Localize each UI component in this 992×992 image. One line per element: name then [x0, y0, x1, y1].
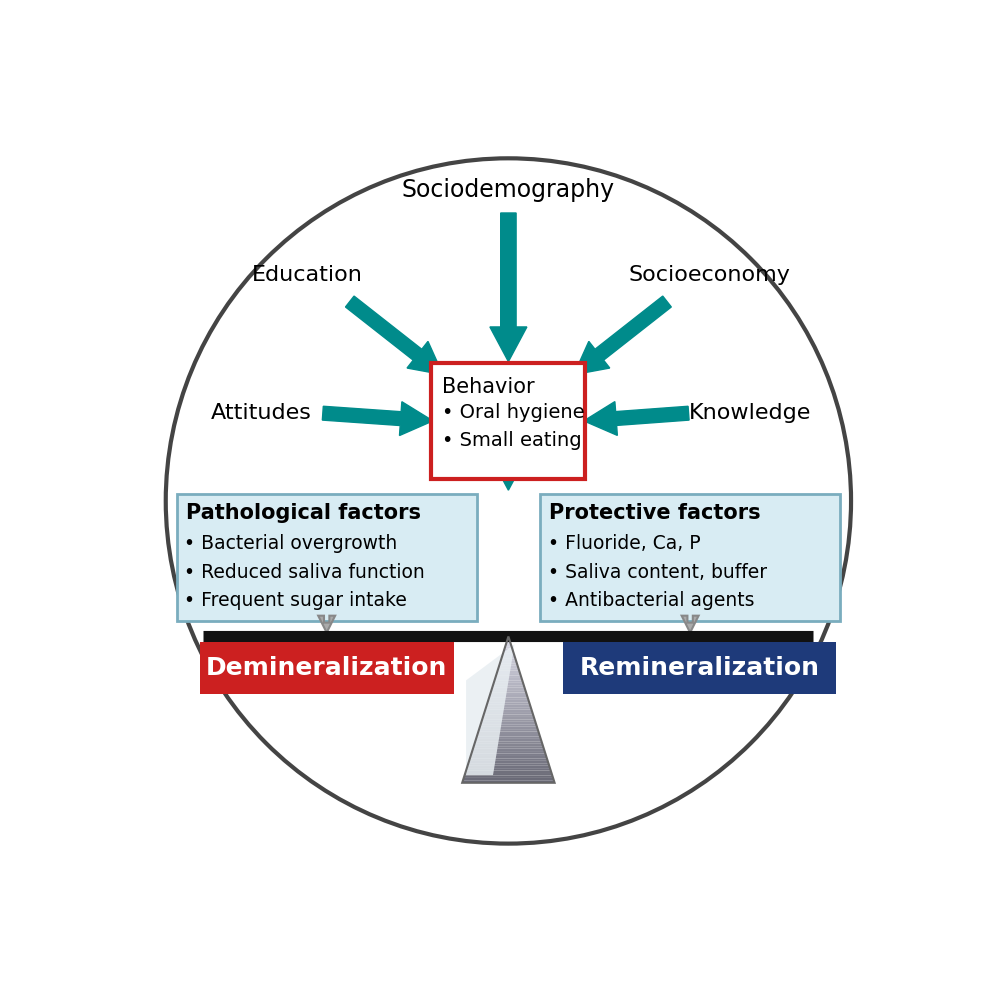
Polygon shape	[463, 776, 554, 778]
Polygon shape	[487, 702, 530, 704]
FancyArrow shape	[573, 296, 672, 375]
Text: Protective factors: Protective factors	[550, 503, 761, 523]
Polygon shape	[476, 736, 541, 739]
Polygon shape	[491, 687, 526, 690]
FancyArrow shape	[490, 213, 527, 362]
Text: • Reduced saliva function: • Reduced saliva function	[185, 562, 425, 581]
Polygon shape	[500, 661, 517, 664]
Polygon shape	[465, 771, 552, 773]
Polygon shape	[493, 682, 524, 685]
Polygon shape	[470, 756, 547, 759]
Polygon shape	[496, 673, 521, 676]
FancyArrow shape	[490, 455, 527, 490]
Polygon shape	[468, 761, 549, 763]
Polygon shape	[464, 773, 553, 776]
FancyArrow shape	[322, 402, 433, 435]
FancyBboxPatch shape	[563, 642, 836, 694]
Polygon shape	[475, 739, 542, 741]
Polygon shape	[466, 644, 515, 775]
Text: • Fluoride, Ca, P: • Fluoride, Ca, P	[548, 534, 700, 554]
Text: Knowledge: Knowledge	[689, 403, 811, 424]
Polygon shape	[470, 754, 547, 756]
Polygon shape	[490, 692, 527, 695]
Polygon shape	[498, 666, 519, 669]
Polygon shape	[473, 746, 544, 749]
Text: Pathological factors: Pathological factors	[186, 503, 421, 523]
Polygon shape	[479, 727, 538, 729]
FancyArrow shape	[584, 402, 689, 435]
Text: Socioeconomy: Socioeconomy	[629, 265, 791, 285]
Polygon shape	[492, 685, 525, 687]
Polygon shape	[502, 654, 515, 656]
Text: • Small eating: • Small eating	[442, 431, 581, 450]
Text: Education: Education	[252, 265, 363, 285]
Polygon shape	[505, 646, 512, 649]
Text: Sociodemography: Sociodemography	[402, 178, 615, 202]
Polygon shape	[483, 714, 534, 717]
Polygon shape	[463, 778, 554, 781]
Polygon shape	[469, 759, 548, 761]
Polygon shape	[506, 642, 511, 644]
Text: • Antibacterial agents: • Antibacterial agents	[548, 591, 754, 610]
Polygon shape	[491, 690, 526, 692]
Polygon shape	[484, 712, 533, 714]
Text: • Frequent sugar intake: • Frequent sugar intake	[185, 591, 407, 610]
Text: Behavior: Behavior	[442, 377, 535, 397]
Polygon shape	[495, 676, 522, 678]
Polygon shape	[480, 724, 537, 727]
Polygon shape	[489, 695, 528, 697]
Polygon shape	[472, 749, 545, 751]
Polygon shape	[488, 700, 529, 702]
FancyArrow shape	[318, 616, 335, 633]
Polygon shape	[482, 717, 535, 719]
Polygon shape	[467, 763, 550, 766]
Polygon shape	[474, 744, 543, 746]
Polygon shape	[466, 768, 551, 771]
Polygon shape	[494, 681, 523, 682]
Text: • Oral hygiene: • Oral hygiene	[442, 403, 585, 423]
FancyBboxPatch shape	[177, 494, 477, 621]
Text: • Bacterial overgrowth: • Bacterial overgrowth	[185, 534, 398, 554]
Polygon shape	[505, 644, 512, 646]
Text: Demineralization: Demineralization	[206, 656, 447, 681]
Polygon shape	[486, 704, 531, 707]
Polygon shape	[471, 751, 546, 754]
Polygon shape	[481, 722, 536, 724]
Text: Attitudes: Attitudes	[210, 403, 311, 424]
Polygon shape	[502, 656, 515, 659]
FancyArrow shape	[682, 616, 698, 633]
Polygon shape	[507, 639, 510, 642]
Polygon shape	[501, 659, 516, 661]
Text: Remineralization: Remineralization	[579, 656, 819, 681]
Polygon shape	[497, 671, 520, 673]
Polygon shape	[504, 649, 513, 651]
Polygon shape	[477, 731, 540, 734]
Polygon shape	[484, 709, 533, 712]
Polygon shape	[478, 729, 539, 731]
FancyBboxPatch shape	[432, 363, 585, 478]
Polygon shape	[488, 697, 529, 700]
Polygon shape	[474, 741, 543, 744]
FancyBboxPatch shape	[540, 494, 840, 621]
Polygon shape	[477, 734, 540, 736]
Polygon shape	[485, 707, 532, 709]
Polygon shape	[508, 637, 509, 639]
Polygon shape	[503, 651, 514, 654]
FancyArrow shape	[345, 296, 443, 375]
Text: • Saliva content, buffer: • Saliva content, buffer	[548, 562, 767, 581]
Polygon shape	[481, 719, 536, 722]
Polygon shape	[498, 669, 519, 671]
Polygon shape	[495, 678, 522, 681]
Polygon shape	[462, 781, 555, 783]
Polygon shape	[467, 766, 550, 768]
FancyBboxPatch shape	[199, 642, 453, 694]
Polygon shape	[499, 664, 518, 666]
